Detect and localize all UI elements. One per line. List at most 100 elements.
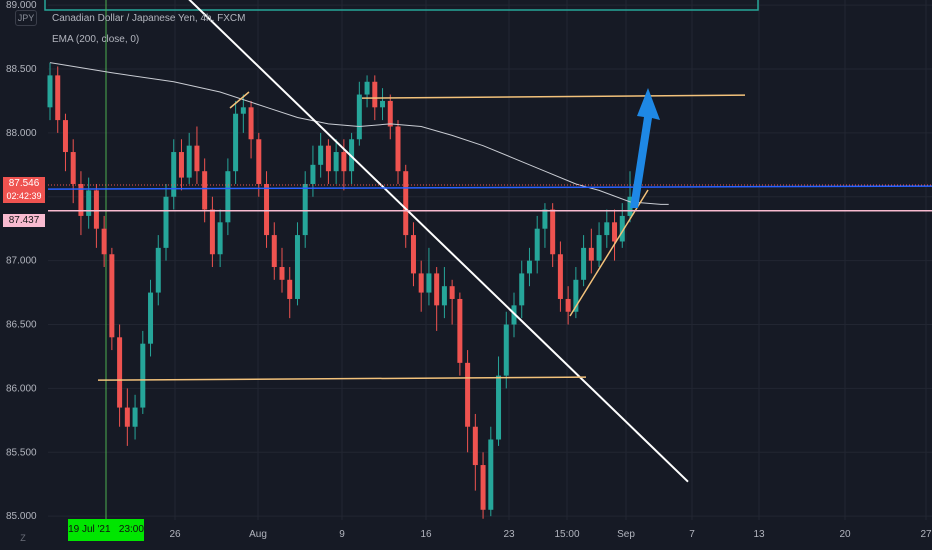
candle-body: [596, 235, 602, 261]
candle: [155, 235, 161, 306]
candle-body: [178, 152, 184, 178]
candle: [403, 164, 409, 248]
candle-body: [225, 171, 231, 223]
candle: [472, 413, 478, 491]
candle: [186, 132, 192, 184]
candle-body: [186, 145, 192, 178]
candle-body: [434, 273, 440, 306]
candle: [503, 311, 509, 389]
candle: [279, 247, 285, 293]
candle: [148, 279, 154, 357]
candle-body: [526, 260, 532, 274]
small-trend-segment[interactable]: [229, 91, 250, 109]
candle-body: [627, 196, 633, 216]
candle-body: [202, 171, 208, 210]
candle: [86, 177, 92, 229]
candle-body: [496, 375, 502, 440]
x-tick-label: 7: [689, 529, 695, 540]
candle: [356, 81, 362, 146]
ema-price-tag: 87.437: [3, 214, 45, 227]
candle-body: [132, 407, 138, 427]
candle-body: [395, 126, 401, 172]
y-tick-label: 88.000: [6, 128, 37, 139]
candle-body: [488, 439, 494, 510]
candle-body: [573, 279, 579, 312]
x-tick-label: 9: [339, 529, 345, 540]
candle: [488, 426, 494, 517]
candle-body: [372, 81, 378, 108]
candle-body: [264, 183, 270, 236]
time-axis[interactable]: 26 Aug 9 16 23 15:00 Sep 7 13 20 27: [169, 529, 932, 540]
x-tick-label: Aug: [249, 529, 267, 540]
candle: [302, 171, 308, 248]
candle-body: [302, 183, 308, 236]
price-axis[interactable]: 89.00088.50088.00087.50087.00086.50086.0…: [6, 0, 37, 522]
candle: [271, 222, 277, 280]
resistance-line[interactable]: [361, 94, 746, 99]
grid-lines: [48, 0, 932, 520]
support-line[interactable]: [97, 376, 587, 381]
candle: [202, 158, 208, 223]
candle: [557, 241, 563, 312]
candle-body: [287, 279, 293, 299]
x-tick-label: 20: [839, 529, 851, 540]
candle: [395, 120, 401, 184]
candle: [480, 452, 486, 519]
candle: [565, 286, 571, 325]
candle-body: [465, 362, 471, 427]
candle: [318, 132, 324, 178]
candle-body: [341, 152, 347, 172]
top-rectangle-drawing[interactable]: [44, 0, 759, 11]
projection-arrow[interactable]: [630, 88, 660, 208]
candle: [256, 132, 262, 197]
candle-body: [271, 235, 277, 268]
zoom-button[interactable]: Z: [20, 533, 26, 543]
candle: [78, 171, 84, 236]
x-tick-label: 13: [753, 529, 765, 540]
candle-body: [294, 235, 300, 299]
blue-level-line[interactable]: [47, 185, 932, 190]
candle-body: [194, 145, 200, 172]
candle-body: [403, 171, 409, 236]
candle-body: [279, 267, 285, 280]
descending-trendline[interactable]: [122, 0, 689, 483]
candle: [581, 235, 587, 287]
candle-body: [248, 107, 254, 140]
ema-line: [49, 62, 669, 205]
candle-body: [117, 337, 123, 408]
candle-body: [534, 228, 540, 261]
candle-body: [93, 190, 99, 229]
y-tick-label: 86.000: [6, 383, 37, 394]
candle: [225, 158, 231, 236]
candle: [140, 330, 146, 414]
symbol-currency-button[interactable]: JPY: [15, 10, 37, 26]
candle: [418, 260, 424, 312]
candle-body: [604, 222, 610, 236]
candle: [519, 260, 525, 319]
candle-body: [171, 152, 177, 197]
candle-body: [78, 183, 84, 216]
candle: [573, 267, 579, 319]
candle-body: [55, 75, 61, 121]
legend-ema[interactable]: EMA (200, close, 0): [52, 34, 140, 45]
candle-body: [356, 94, 362, 140]
candle: [627, 171, 633, 223]
candle-body: [380, 100, 386, 108]
candle: [325, 139, 331, 184]
candle-body: [318, 145, 324, 165]
candle: [534, 215, 540, 274]
candle: [441, 267, 447, 319]
candle: [364, 75, 370, 108]
candle-body: [542, 209, 548, 229]
candle: [55, 66, 61, 133]
legend-title[interactable]: Canadian Dollar / Japanese Yen, 4h, FXCM: [52, 13, 246, 24]
candle-body: [588, 247, 594, 261]
candle: [240, 94, 246, 133]
candle: [333, 139, 339, 184]
candle: [457, 292, 463, 376]
candle-body: [155, 247, 161, 293]
x-tick-label: 23: [503, 529, 515, 540]
candle: [264, 171, 270, 248]
candle: [287, 267, 293, 319]
